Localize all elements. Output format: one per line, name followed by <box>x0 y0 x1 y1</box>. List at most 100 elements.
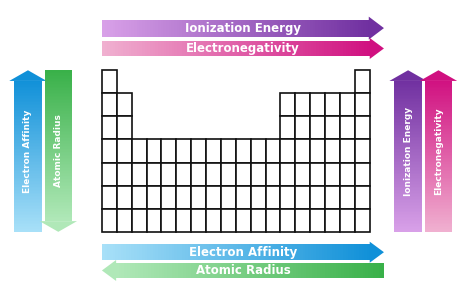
Bar <box>308 244 311 260</box>
Bar <box>164 244 167 260</box>
Text: Ionization Energy: Ionization Energy <box>404 106 412 196</box>
Bar <box>394 224 422 226</box>
Bar <box>425 153 452 155</box>
Bar <box>14 144 42 146</box>
Bar <box>14 210 42 212</box>
Bar <box>258 263 261 278</box>
Bar <box>346 263 350 278</box>
Bar <box>45 87 72 88</box>
Bar <box>257 244 260 260</box>
Bar <box>174 244 177 260</box>
Bar <box>14 201 42 203</box>
Bar <box>183 263 186 278</box>
Bar <box>394 214 422 215</box>
Bar <box>273 41 276 56</box>
Bar <box>274 263 277 278</box>
Bar <box>310 116 325 139</box>
Bar <box>196 244 199 260</box>
Bar <box>172 41 175 56</box>
Bar <box>143 263 146 278</box>
Bar <box>394 198 422 200</box>
Bar <box>155 41 159 56</box>
Bar <box>192 20 196 37</box>
Bar <box>268 244 271 260</box>
Bar <box>319 263 323 278</box>
Bar <box>425 93 452 94</box>
Bar <box>394 218 422 220</box>
Bar <box>171 20 174 37</box>
Bar <box>425 207 452 209</box>
Bar <box>228 20 230 37</box>
Bar <box>425 194 452 196</box>
Bar <box>14 84 42 85</box>
Bar <box>394 93 422 94</box>
Bar <box>176 209 191 232</box>
Bar <box>102 163 117 186</box>
Bar <box>425 180 452 182</box>
Bar <box>14 218 42 220</box>
Bar <box>225 20 228 37</box>
Bar <box>295 41 298 56</box>
Bar <box>394 123 422 125</box>
Bar <box>14 186 42 188</box>
Bar <box>394 144 422 146</box>
Bar <box>368 263 371 278</box>
Bar <box>394 227 422 229</box>
Bar <box>295 209 310 232</box>
Bar <box>257 41 260 56</box>
Text: Electron Affinity: Electron Affinity <box>24 109 32 193</box>
Bar <box>338 263 342 278</box>
Bar <box>45 176 72 177</box>
Bar <box>162 209 176 232</box>
Bar <box>251 209 265 232</box>
Bar <box>236 186 251 209</box>
Bar <box>45 135 72 137</box>
Bar <box>105 41 108 56</box>
Bar <box>14 203 42 205</box>
Bar <box>310 20 313 37</box>
Bar <box>394 177 422 179</box>
Bar <box>45 121 72 123</box>
Bar <box>45 120 72 122</box>
Bar <box>161 41 164 56</box>
Bar <box>45 179 72 180</box>
Bar <box>295 139 310 163</box>
Bar <box>115 41 118 56</box>
Bar <box>425 174 452 176</box>
Bar <box>340 209 355 232</box>
Bar <box>45 183 72 185</box>
Bar <box>425 102 452 104</box>
Bar <box>14 85 42 87</box>
Bar <box>185 41 188 56</box>
Bar <box>14 105 42 106</box>
Bar <box>425 221 452 223</box>
Bar <box>394 200 422 202</box>
Bar <box>325 163 340 186</box>
Bar <box>231 263 235 278</box>
Bar <box>366 20 369 37</box>
Bar <box>146 209 162 232</box>
Bar <box>425 219 452 221</box>
Bar <box>14 124 42 126</box>
Bar <box>425 151 452 153</box>
Bar <box>319 41 322 56</box>
Bar <box>311 41 314 56</box>
Bar <box>166 20 169 37</box>
Bar <box>425 197 452 199</box>
Bar <box>185 244 188 260</box>
Bar <box>220 244 223 260</box>
Bar <box>14 135 42 137</box>
Bar <box>425 185 452 187</box>
Bar <box>146 139 162 163</box>
Bar <box>14 173 42 175</box>
Bar <box>14 93 42 94</box>
Bar <box>284 244 287 260</box>
Bar <box>355 263 358 278</box>
Bar <box>14 141 42 143</box>
Bar <box>425 223 452 224</box>
Bar <box>290 263 293 278</box>
Bar <box>45 102 72 103</box>
Bar <box>123 20 127 37</box>
Bar <box>14 209 42 211</box>
Bar <box>139 20 142 37</box>
